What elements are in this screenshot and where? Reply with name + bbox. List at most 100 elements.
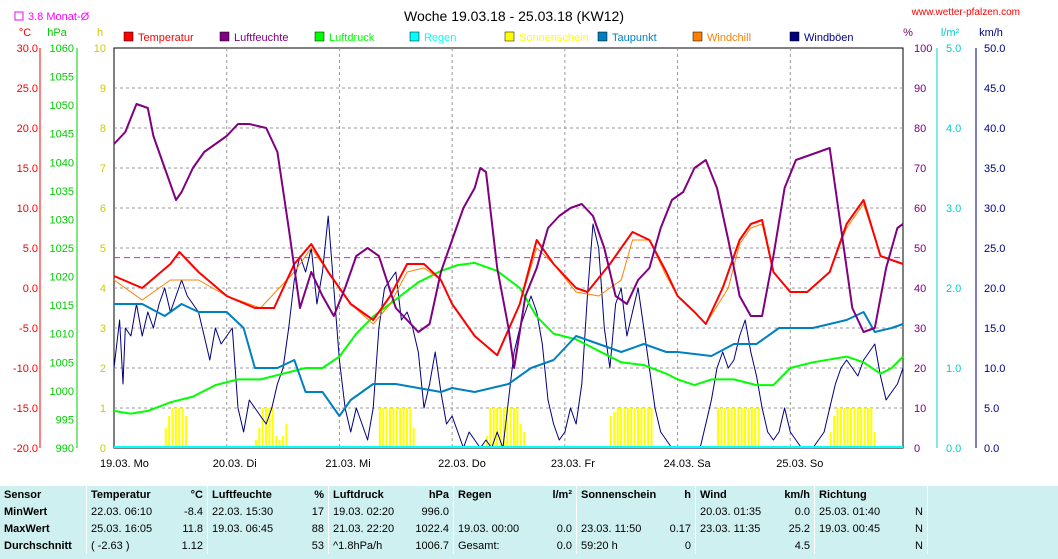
sunshine-bar — [636, 408, 639, 448]
rain-tick-label: 2.0 — [946, 283, 961, 295]
sunshine-tick-label: 10 — [94, 43, 106, 55]
sunshine-bar — [265, 408, 268, 448]
legend-swatch — [597, 31, 608, 42]
wind-min-value: 0.0 — [794, 505, 810, 518]
sun-max-time: 23.03. 11:50 — [576, 520, 661, 537]
sunshine-bar — [275, 436, 278, 448]
pressure-tick-label: 1040 — [50, 157, 74, 169]
series-line-taupunkt — [114, 303, 904, 417]
x-tick-label: 25.03. So — [776, 458, 823, 470]
humidity-tick-label: 40 — [914, 283, 926, 295]
rain-total-label: Gesamt: — [453, 537, 538, 554]
rain-total-value: 0.0 — [556, 539, 572, 552]
sunshine-bar — [412, 428, 415, 448]
row-label: MaxWert — [4, 522, 50, 535]
rain-min-value — [538, 503, 577, 520]
series-line-luftfeuchte — [113, 103, 904, 369]
wind-tick-label: 50.0 — [984, 43, 1005, 55]
rain-min-time — [453, 503, 538, 520]
sunshine-bar — [385, 408, 388, 448]
weather-chart: 30.025.020.015.010.05.00.0-5.0-10.0-15.0… — [13, 7, 1020, 470]
temp-axis-unit: °C — [19, 27, 31, 39]
sunshine-bar — [271, 408, 274, 448]
sunshine-bar — [630, 408, 633, 448]
pressure-tick-label: 1020 — [50, 272, 74, 284]
pressure-tick-label: 1000 — [50, 386, 74, 398]
sunshine-bar — [502, 408, 505, 448]
row-label: MinWert — [4, 505, 48, 518]
x-tick-label: 23.03. Fr — [551, 458, 595, 470]
legend-swatch — [123, 31, 134, 42]
humidity-tick-label: 50 — [914, 243, 926, 255]
header-pressure-unit: hPa — [428, 488, 449, 501]
humidity-min-value: 17 — [311, 505, 324, 518]
legend-label: Windböen — [804, 32, 854, 44]
rain-axis-unit: l/m² — [941, 27, 960, 39]
sunshine-tick-label: 9 — [100, 83, 106, 95]
temp-tick-label: -10.0 — [13, 363, 38, 375]
pressure-tick-label: 1060 — [50, 43, 74, 55]
temp-tick-label: 10.0 — [17, 203, 38, 215]
temp-tick-label: -5.0 — [19, 323, 38, 335]
sun-min-time — [576, 503, 661, 520]
row-spacer — [927, 503, 1056, 520]
rain-tick-label: 3.0 — [946, 203, 961, 215]
wind-tick-label: 45.0 — [984, 83, 1005, 95]
sun-total: 59:20 h — [576, 537, 661, 554]
pressure-tick-label: 1045 — [50, 129, 74, 141]
wind-tick-label: 40.0 — [984, 123, 1005, 135]
legend-label: Taupunkt — [612, 32, 657, 44]
sunshine-bar — [258, 428, 261, 448]
sunshine-bar — [727, 408, 730, 448]
pressure-tick-label: 1055 — [50, 72, 74, 84]
summary-row-average: Durchschnitt ( -2.63 ) 1.12 53 ^1.8hPa/h… — [0, 537, 1056, 554]
humidity-max-value: 88 — [311, 522, 324, 535]
x-tick-label: 20.03. Di — [213, 458, 257, 470]
sunshine-bar — [730, 408, 733, 448]
pressure-max-time: 21.03. 22:20 — [328, 520, 409, 537]
wind-avg-value: 4.5 — [794, 539, 810, 552]
header-sensor: Sensor — [4, 488, 42, 501]
sunshine-tick-label: 3 — [100, 323, 106, 335]
sunshine-bar — [860, 408, 863, 448]
sunshine-bar — [399, 408, 402, 448]
sunshine-bar — [626, 408, 629, 448]
sunshine-bar — [405, 408, 408, 448]
summary-row-min: MinWert 22.03. 06:10 -8.4 22.03. 15:30 1… — [0, 503, 1056, 520]
humidity-tick-label: 100 — [914, 43, 932, 55]
temp-max-time: 25.03. 16:05 — [86, 520, 177, 537]
direction-avg-value: N — [915, 539, 923, 552]
header-humidity: Luftfeuchte — [207, 486, 298, 503]
legend-swatch — [504, 31, 515, 42]
temp-avg-note: ( -2.63 ) — [86, 537, 177, 554]
header-wind-unit: km/h — [784, 488, 810, 501]
header-direction-value — [903, 486, 928, 503]
header-spacer — [927, 486, 1056, 503]
pressure-axis-unit: hPa — [47, 27, 67, 39]
sunshine-bar — [640, 408, 643, 448]
temp-avg-value: 1.12 — [181, 539, 203, 552]
legend: Temperatur Luftfeuchte Luftdruck Regen Sonne… — [123, 31, 854, 44]
sunshine-bar — [650, 408, 653, 448]
wind-tick-label: 15.0 — [984, 323, 1005, 335]
x-tick-label: 24.03. Sa — [664, 458, 712, 470]
grid — [114, 48, 903, 448]
sunshine-bar — [378, 408, 381, 448]
sunshine-axis-unit: h — [97, 27, 103, 39]
wind-tick-label: 30.0 — [984, 203, 1005, 215]
pressure-tick-label: 990 — [56, 443, 74, 455]
header-rain-unit: l/m² — [552, 488, 572, 501]
sunshine-bar — [647, 408, 650, 448]
sunshine-bar — [740, 408, 743, 448]
sunshine-bar — [720, 408, 723, 448]
sunshine-bar — [285, 424, 288, 448]
legend-label: Sonnenschein — [519, 32, 589, 44]
humidity-tick-label: 30 — [914, 323, 926, 335]
humidity-tick-label: 80 — [914, 123, 926, 135]
sunshine-bar — [164, 428, 167, 448]
x-tick-label: 19.03. Mo — [100, 458, 149, 470]
sunshine-bar — [278, 440, 281, 448]
humidity-avg-value: 53 — [311, 539, 324, 552]
sunshine-bar — [747, 408, 750, 448]
temp-min-value: -8.4 — [184, 505, 203, 518]
